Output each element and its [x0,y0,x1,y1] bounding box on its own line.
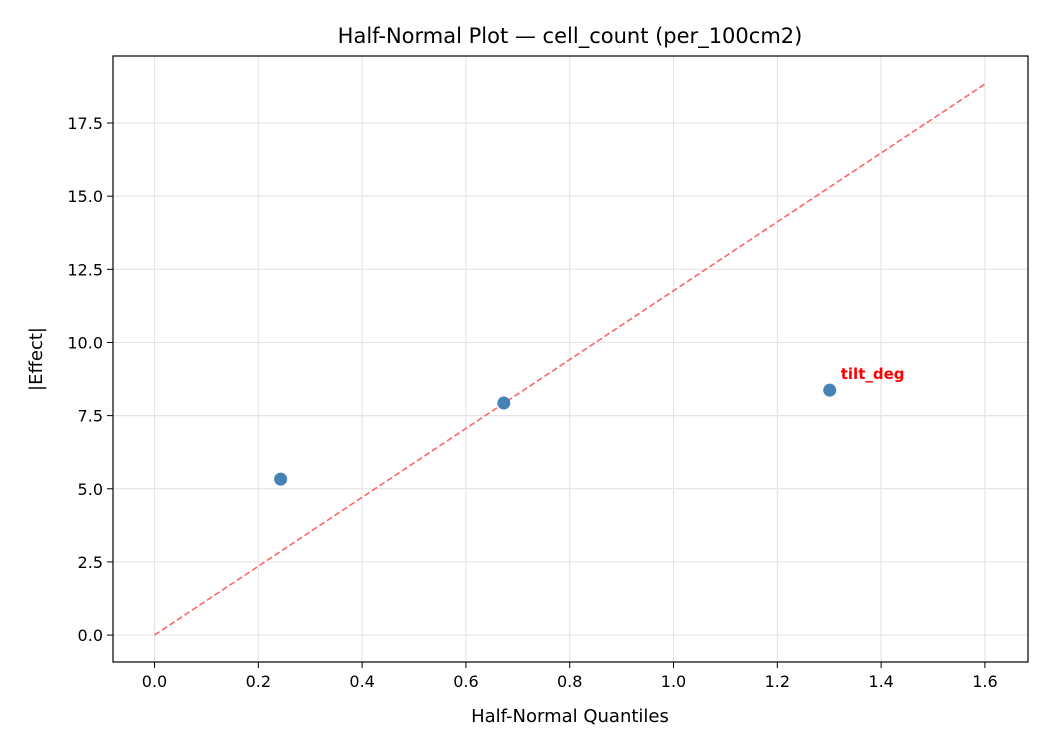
x-axis-label: Half-Normal Quantiles [471,706,669,727]
point-annotation: tilt_deg [841,365,905,383]
x-tick-label: 1.4 [868,672,893,691]
y-tick-label: 0.0 [78,626,103,645]
y-axis-ticks: 0.0 2.5 5.0 7.5 10.0 12.5 15.0 17.5 [67,114,113,645]
reference-line-group [154,83,986,636]
grid [113,56,1028,662]
y-tick-label: 15.0 [67,187,103,206]
x-tick-label: 0.0 [142,672,167,691]
reference-line [154,83,986,636]
plot-frame [112,55,1029,663]
x-tick-label: 0.8 [557,672,582,691]
y-tick-label: 7.5 [78,407,103,426]
points-group: tilt_deg [274,365,905,486]
x-tick-label: 1.2 [765,672,790,691]
x-tick-label: 1.0 [661,672,686,691]
data-point [823,383,837,397]
x-tick-label: 0.4 [349,672,374,691]
data-point [497,396,511,410]
data-point [274,472,288,486]
x-tick-label: 0.2 [246,672,271,691]
x-tick-label: 0.6 [453,672,478,691]
chart-title: Half-Normal Plot — cell_count (per_100cm… [338,24,803,49]
y-axis-label: |Effect| [26,327,47,391]
y-tick-label: 5.0 [78,480,103,499]
y-tick-label: 17.5 [67,114,103,133]
y-tick-label: 10.0 [67,333,103,352]
y-tick-label: 2.5 [78,553,103,572]
y-tick-label: 12.5 [67,260,103,279]
x-tick-label: 1.6 [972,672,997,691]
x-axis-ticks: 0.0 0.2 0.4 0.6 0.8 1.0 1.2 1.4 1.6 [142,662,998,691]
